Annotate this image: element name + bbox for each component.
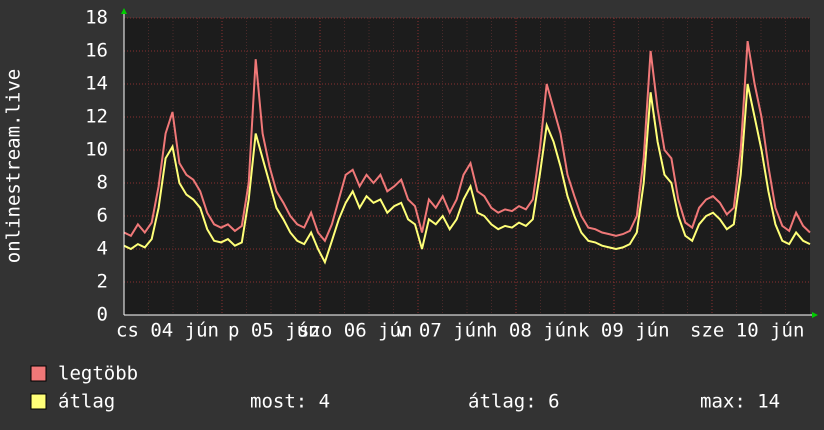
lines bbox=[123, 40, 811, 265]
legend: legtöbb átlag most: 4 átlag: 6 max: 14 bbox=[30, 363, 780, 413]
y-tick-label: 2 bbox=[97, 271, 108, 293]
legend-swatch bbox=[30, 365, 47, 382]
axis-arrow bbox=[121, 8, 127, 14]
x-tick-label: sze 10 jún bbox=[690, 320, 804, 342]
legend-stat: átlag: 6 bbox=[468, 391, 560, 413]
y-tick-label: 12 bbox=[85, 106, 108, 128]
axis-arrow bbox=[812, 312, 818, 318]
series-line bbox=[123, 40, 811, 243]
legend-stat: max: 14 bbox=[700, 391, 780, 413]
x-tick-label: v 07 jún bbox=[396, 320, 488, 342]
x-tick-label: k 09 jún bbox=[578, 320, 670, 342]
y-tick-label: 0 bbox=[97, 304, 108, 326]
x-tick-label: cs 04 jún bbox=[116, 320, 219, 342]
x-tick-label: h 08 jún bbox=[486, 320, 578, 342]
legend-stat: most: 4 bbox=[250, 391, 330, 413]
y-axis-label: onlinestream.live bbox=[3, 69, 25, 263]
y-tick-label: 8 bbox=[97, 172, 108, 194]
legend-label: legtöbb bbox=[58, 363, 138, 385]
legend-swatch bbox=[30, 393, 47, 410]
y-tick-label: 4 bbox=[97, 238, 108, 260]
y-tick-label: 18 bbox=[85, 7, 108, 29]
legend-label: átlag bbox=[58, 391, 115, 413]
y-tick-label: 16 bbox=[85, 40, 108, 62]
x-tick-label: szo 06 jún bbox=[298, 320, 412, 342]
y-tick-label: 10 bbox=[85, 139, 108, 161]
y-tick-label: 14 bbox=[85, 73, 108, 95]
x-tick-label: p 05 jún bbox=[228, 320, 320, 342]
series-line bbox=[123, 83, 811, 265]
plot-area bbox=[124, 18, 810, 315]
y-tick-label: 6 bbox=[97, 205, 108, 227]
